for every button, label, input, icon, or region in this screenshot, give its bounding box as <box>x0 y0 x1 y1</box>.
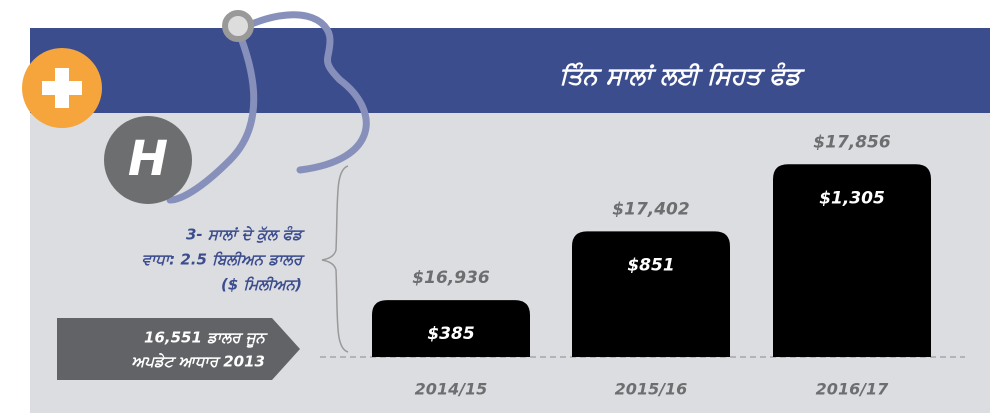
value-label: $16,936 <box>412 268 490 288</box>
baseline-arrow <box>57 318 300 380</box>
chart-title: ਤਿੰਨ ਸਾਲਾਂ ਲਈ ਸਿਹਤ ਫੰਡ <box>560 62 806 90</box>
x-tick-label: 2014/15 <box>415 380 488 399</box>
plus-bar <box>55 68 69 108</box>
value-label: $17,402 <box>612 199 689 219</box>
increase-label: $851 <box>627 255 674 275</box>
header-band <box>30 28 990 113</box>
value-label: $17,856 <box>813 132 891 152</box>
x-tick-label: 2015/16 <box>615 380 688 399</box>
baseline-note: ਅਪਡੇਟ ਆਧਾਰ 2013 <box>132 353 266 371</box>
note-line: ਵਾਧਾ: 2.5 ਬਿਲੀਅਨ ਡਾਲਰ <box>142 251 306 269</box>
increase-label: $1,305 <box>819 188 885 208</box>
increase-label: $385 <box>427 324 474 344</box>
note-line: ($ ਮਿਲੀਅਨ) <box>221 276 302 294</box>
note-line: 3- ਸਾਲਾਂ ਦੇ ਕੁੱਲ ਫੰਡ <box>186 226 305 244</box>
x-tick-label: 2016/17 <box>816 380 890 399</box>
bar <box>572 231 730 357</box>
hospital-letter: H <box>128 131 168 187</box>
baseline-note: 16,551 ਡਾਲਰ ਜੂਨ <box>144 329 269 348</box>
infographic: ਤਿੰਨ ਸਾਲਾਂ ਲਈ ਸਿਹਤ ਫੰਡ H 3- ਸਾਲਾਂ ਦੇ ਕੁੱ… <box>0 0 990 413</box>
